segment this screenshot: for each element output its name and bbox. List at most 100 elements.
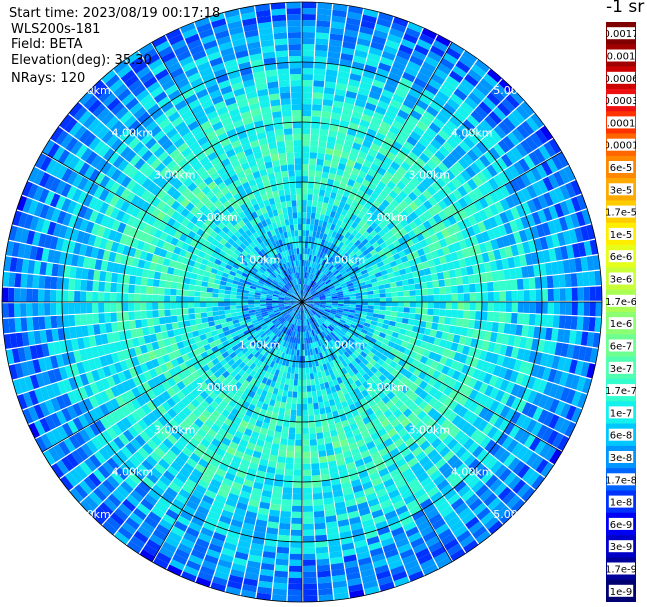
range-gate	[286, 451, 295, 458]
range-gate	[356, 275, 364, 281]
range-gate	[128, 311, 135, 321]
range-gate	[515, 190, 527, 204]
range-gate	[8, 287, 15, 302]
range-gate	[351, 200, 359, 209]
range-gate	[463, 386, 474, 398]
range-gate	[461, 248, 470, 258]
range-gate	[329, 287, 336, 292]
range-gate	[458, 335, 467, 345]
range-gate	[330, 323, 336, 329]
range-gate	[335, 193, 343, 201]
range-gate	[275, 425, 283, 433]
range-gate	[405, 27, 421, 39]
range-gate	[400, 385, 410, 394]
range-gate	[307, 242, 312, 249]
range-gate	[302, 367, 306, 374]
range-gate	[334, 246, 341, 254]
range-gate	[572, 345, 581, 360]
range-gate	[295, 421, 302, 428]
range-gate	[433, 390, 443, 401]
range-gate	[303, 529, 315, 536]
range-gate	[498, 280, 506, 291]
range-gate	[413, 277, 421, 284]
range-gate	[499, 344, 508, 356]
range-gate	[493, 214, 504, 226]
range-gate	[129, 320, 137, 330]
range-gate	[393, 326, 401, 334]
range-gate	[353, 55, 367, 65]
range-gate	[318, 450, 327, 458]
range-gate	[310, 310, 316, 315]
range-gate	[542, 207, 553, 222]
range-gate	[532, 378, 542, 392]
range-gate	[416, 263, 424, 271]
range-gate	[582, 271, 590, 287]
range-gate	[484, 331, 492, 342]
range-gate	[331, 155, 341, 163]
range-gate	[447, 350, 457, 360]
range-gate	[171, 275, 179, 283]
range-gate	[475, 292, 482, 302]
range-gate	[292, 499, 302, 506]
range-gate	[468, 389, 479, 401]
range-gate	[420, 314, 428, 322]
range-gate	[314, 219, 320, 226]
range-gate	[374, 73, 388, 84]
range-gate	[437, 63, 452, 75]
range-gate	[38, 303, 45, 316]
range-gate	[281, 396, 287, 403]
range-gate	[570, 196, 582, 212]
range-gate	[218, 310, 225, 316]
range-gate	[417, 410, 427, 421]
range-gate	[502, 117, 516, 132]
range-gate	[350, 263, 358, 270]
range-gate	[303, 541, 315, 548]
range-gate	[501, 258, 510, 270]
range-gate	[336, 291, 343, 295]
range-gate	[484, 351, 494, 363]
range-gate	[176, 308, 183, 316]
range-gate	[176, 295, 183, 302]
range-gate	[323, 215, 330, 222]
range-gate	[135, 319, 142, 329]
range-gate	[14, 317, 22, 333]
range-gate	[462, 217, 472, 229]
range-gate	[491, 322, 499, 333]
range-gate	[423, 374, 432, 384]
range-gate	[344, 224, 351, 232]
range-gate	[426, 105, 439, 117]
range-gate	[498, 366, 508, 379]
range-gate	[313, 510, 325, 518]
range-gate	[374, 225, 382, 234]
range-gate	[414, 377, 423, 387]
range-gate	[74, 291, 81, 302]
range-gate	[446, 225, 456, 236]
range-gate	[327, 326, 334, 332]
range-gate	[521, 467, 535, 483]
range-gate	[576, 376, 586, 392]
range-gate	[294, 367, 299, 374]
range-gate	[275, 468, 285, 475]
range-gate	[347, 218, 354, 227]
range-gate	[302, 463, 311, 470]
range-gate	[376, 322, 384, 328]
range-gate	[319, 456, 328, 463]
range-gate	[340, 176, 349, 185]
range-gate	[287, 595, 302, 602]
range-gate	[496, 157, 508, 171]
range-gate	[370, 191, 380, 200]
range-gate	[260, 302, 266, 305]
range-gate	[449, 42, 465, 55]
range-gate	[365, 154, 375, 163]
range-gate	[521, 325, 529, 337]
range-gate	[499, 312, 506, 323]
range-gate	[310, 290, 316, 295]
range-gate	[403, 141, 415, 152]
range-gate	[333, 281, 340, 286]
range-gate	[317, 288, 323, 293]
range-gate	[449, 115, 462, 128]
range-gate	[433, 400, 443, 411]
range-gate	[442, 196, 453, 207]
range-gate	[313, 306, 319, 310]
range-gate	[345, 280, 353, 285]
